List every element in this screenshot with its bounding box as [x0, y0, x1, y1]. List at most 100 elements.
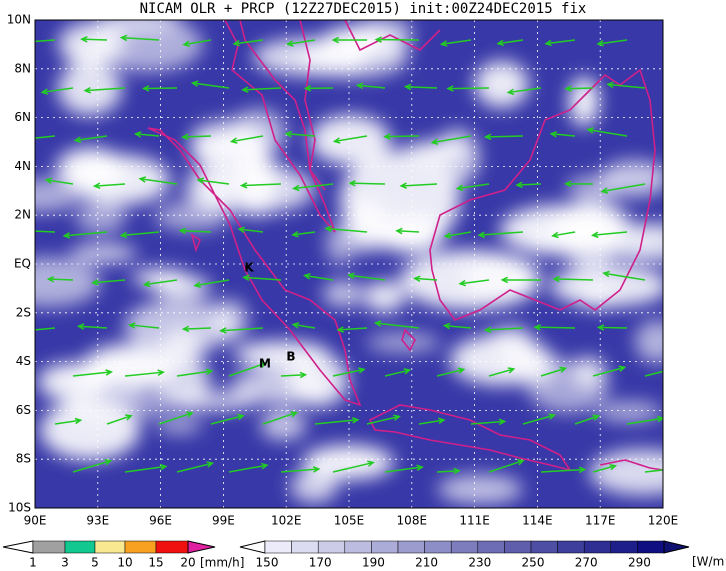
- wind-arrow-head: [496, 39, 505, 47]
- wind-arrow-head: [157, 369, 165, 376]
- cloud: [500, 205, 620, 255]
- wind-arrow-head: [285, 40, 294, 47]
- wind-arrow-head: [28, 228, 34, 233]
- legend-swatch: [155, 540, 189, 554]
- wind-arrow-head: [373, 320, 382, 327]
- wind-arrow-head: [241, 86, 249, 93]
- wind-arrow: [357, 84, 386, 89]
- wind-arrow: [405, 85, 438, 89]
- cloud: [400, 250, 540, 310]
- lat-label: 10N: [7, 13, 31, 27]
- wind-arrow-head: [413, 275, 421, 283]
- wind-arrow-head: [205, 368, 214, 375]
- wind-arrow-head: [260, 361, 268, 368]
- wind-arrow: [485, 327, 524, 331]
- wind-arrow: [144, 279, 178, 286]
- wind-arrow-head: [506, 88, 515, 96]
- lat-label: 2S: [16, 305, 31, 319]
- wind-arrow: [194, 279, 230, 287]
- wind-arrow-head: [44, 177, 53, 184]
- wind-arrow-head: [331, 36, 340, 44]
- wind-arrow: [479, 231, 524, 236]
- wind-arrow-head: [119, 231, 128, 239]
- lat-label: 6N: [14, 110, 31, 124]
- wind-arrow: [85, 87, 126, 92]
- wind-arrow: [540, 367, 566, 377]
- wind-arrow-head: [302, 273, 311, 280]
- wind-arrow: [129, 324, 160, 329]
- lon-label: 114E: [522, 514, 553, 528]
- lon-label: 120E: [648, 514, 679, 528]
- wind-arrow: [375, 322, 420, 329]
- cloud: [595, 401, 663, 422]
- wind-arrow: [35, 39, 56, 43]
- cloud: [40, 400, 140, 460]
- wind-arrow: [597, 39, 628, 45]
- wind-arrow: [447, 87, 490, 90]
- wind-arrow: [436, 470, 460, 473]
- lat-label: 10S: [8, 501, 31, 515]
- wind-arrow-head: [602, 270, 610, 278]
- wind-arrow-head: [544, 39, 552, 47]
- wind-arrow-head: [609, 463, 618, 471]
- legend-swatch: [264, 540, 292, 554]
- wind-arrow-head: [138, 176, 147, 183]
- wind-arrow-head: [291, 322, 300, 329]
- wind-arrow-head: [182, 40, 190, 48]
- wind-arrow-head: [181, 325, 190, 333]
- cloud: [325, 223, 357, 265]
- wind-arrow: [75, 135, 108, 142]
- wind-arrow-head: [76, 323, 85, 330]
- cloud: [450, 335, 550, 385]
- wind-arrow: [441, 39, 472, 46]
- legend-swatch: [424, 540, 452, 554]
- legend-label: 210: [415, 556, 438, 570]
- wind-arrow: [444, 324, 472, 329]
- wind-arrow-head: [596, 324, 605, 331]
- wind-arrow: [121, 36, 160, 41]
- legend-swatch: [637, 540, 665, 554]
- wind-arrow: [459, 279, 490, 285]
- cloud: [322, 280, 364, 307]
- wind-arrow-head: [332, 137, 341, 144]
- wind-arrow: [603, 272, 646, 281]
- wind-arrow-head: [346, 272, 355, 280]
- cloud: [124, 299, 235, 354]
- wind-arrow-head: [73, 136, 82, 143]
- map-frame: [34, 19, 664, 509]
- cloud: [290, 469, 338, 503]
- cloud: [69, 245, 138, 262]
- legend-label: 5: [91, 556, 99, 570]
- wind-arrow: [401, 183, 438, 187]
- wind-arrow-head: [351, 417, 360, 424]
- wind-arrow-head: [284, 130, 292, 138]
- wind-arrow-head: [193, 281, 202, 289]
- lon-label: 111E: [459, 514, 490, 528]
- wind-arrow: [124, 371, 164, 377]
- legend-unit: [W/m^2]: [692, 555, 726, 569]
- wind-arrow-head: [303, 84, 312, 92]
- wind-arrow: [176, 462, 213, 473]
- wind-arrow: [414, 277, 438, 281]
- wind-arrow-head: [578, 466, 587, 474]
- wind-arrow: [293, 183, 334, 190]
- wind-arrow: [485, 135, 524, 138]
- wind-arrow-head: [190, 80, 199, 87]
- wind-arrow-head: [336, 326, 344, 333]
- wind-arrow-head: [517, 459, 525, 466]
- wind-arrow-head: [600, 187, 609, 194]
- wind-arrow-head: [355, 82, 364, 90]
- wind-arrow: [607, 83, 646, 89]
- wind-arrow: [72, 371, 112, 377]
- legend-swatch: [557, 540, 585, 554]
- wind-arrow-head: [290, 411, 299, 418]
- cloud: [75, 201, 126, 234]
- wind-arrow: [239, 228, 264, 233]
- cloud: [152, 354, 210, 408]
- wind-arrow-head: [443, 232, 452, 239]
- wind-arrow: [592, 465, 616, 473]
- legend-label: 3: [61, 556, 69, 570]
- legend-swatch: [397, 540, 425, 554]
- legend-swatch: [477, 540, 505, 554]
- lon-label: 99E: [212, 514, 235, 528]
